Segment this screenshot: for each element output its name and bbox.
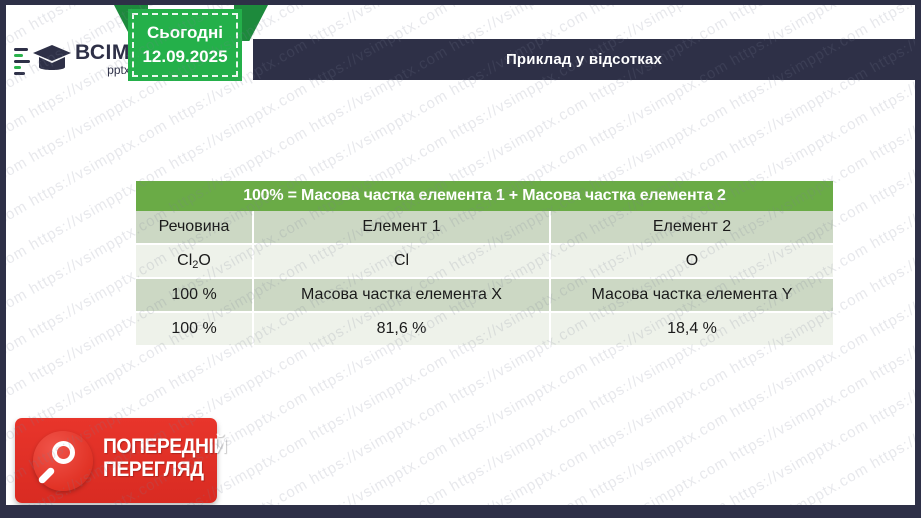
cell-total: 100 % <box>136 312 254 347</box>
formula-pre: Cl <box>177 252 193 269</box>
formula-post: O <box>198 252 211 269</box>
cell-element2: Масова частка елемента Y <box>550 278 834 313</box>
table-header-row: Речовина Елемент 1 Елемент 2 <box>136 211 834 245</box>
cell-formula: Cl2O <box>136 244 254 279</box>
date-badge-label: Сьогодні <box>147 23 223 42</box>
cell-element2: O <box>550 244 834 279</box>
slide-header-bar: Приклад у відсотках <box>253 39 915 80</box>
preview-label-line1: ПОПЕРЕДНІЙ <box>103 435 227 458</box>
logo-sub-text: pptx <box>107 63 130 77</box>
table-banner-row: 100% = Масова частка елемента 1 + Масова… <box>136 181 834 211</box>
cell-element2: 18,4 % <box>550 312 834 347</box>
formula-subscript: 2 <box>192 259 199 271</box>
date-badge: Сьогодні 12.09.2025 <box>128 9 242 81</box>
slide-canvas: https://vsimpptx.com https://vsimpptx.co… <box>6 5 915 505</box>
cell-total: 100 % <box>136 278 254 313</box>
cell-element1: Масова частка елемента X <box>253 278 551 313</box>
column-header-substance: Речовина <box>136 211 254 245</box>
magnifier-icon <box>33 431 93 491</box>
column-header-element1: Елемент 1 <box>253 211 551 245</box>
logo-wordmark: ВСІМ pptx <box>75 42 130 76</box>
table-banner: 100% = Масова частка елемента 1 + Масова… <box>136 181 834 211</box>
brand-logo[interactable]: ВСІМ pptx <box>6 31 146 87</box>
speed-lines-icon <box>14 44 30 75</box>
date-badge-date: 12.09.2025 <box>142 47 228 66</box>
table-row: 100 % Масова частка елемента X Масова ча… <box>136 278 834 313</box>
cell-element1: 81,6 % <box>253 312 551 347</box>
graduation-cap-icon <box>32 42 72 76</box>
preview-label-line2: ПЕРЕГЛЯД <box>103 457 204 481</box>
preview-button-label: ПОПЕРЕДНІЙ ПЕРЕГЛЯД <box>103 435 227 481</box>
mass-fraction-table: 100% = Масова частка елемента 1 + Масова… <box>136 181 834 347</box>
column-header-element2: Елемент 2 <box>550 211 834 245</box>
logo-main-text: ВСІМ <box>75 41 130 64</box>
magnifier-handle <box>37 466 56 485</box>
magnifier-glass <box>52 441 75 464</box>
cell-element1: Cl <box>253 244 551 279</box>
preview-button[interactable]: ПОПЕРЕДНІЙ ПЕРЕГЛЯД <box>15 418 227 503</box>
table-row: 100 % 81,6 % 18,4 % <box>136 312 834 347</box>
page-title: Приклад у відсотках <box>505 51 663 68</box>
table-row: Cl2O Cl O <box>136 244 834 279</box>
